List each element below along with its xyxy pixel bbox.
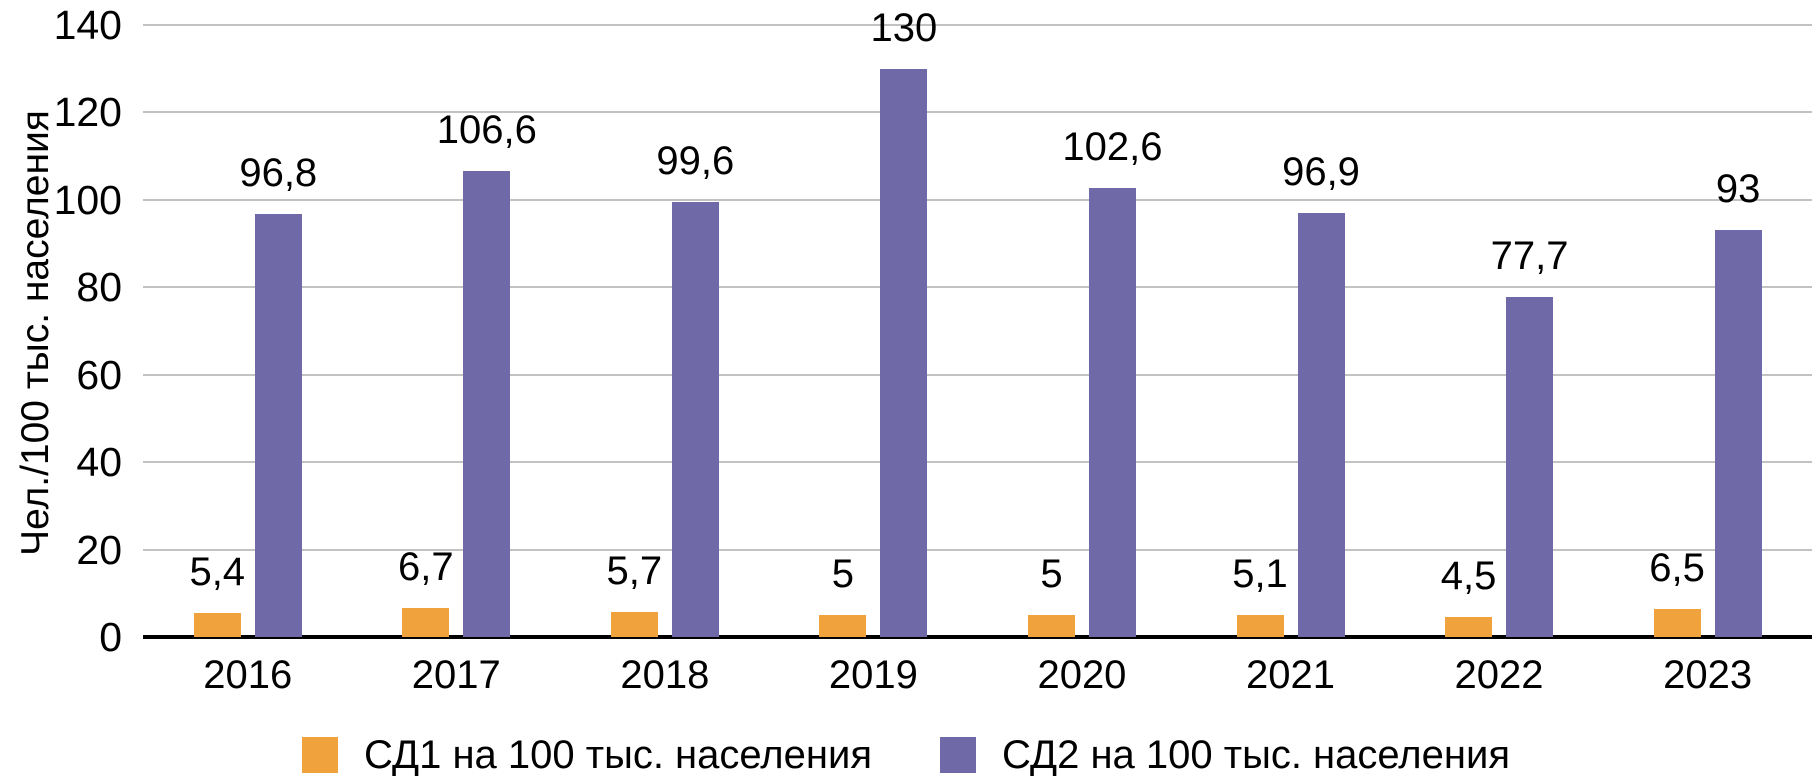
bar-sd2-2020: [1088, 188, 1136, 637]
bar-sd1-2018: [610, 612, 658, 637]
x-tick-label-2023: 2023: [1663, 653, 1753, 697]
legend-label-sd1: СД1 на 100 тыс. населения: [364, 733, 872, 777]
bar-sd1-2023: [1653, 609, 1701, 637]
x-tick-label-2016: 2016: [203, 653, 293, 697]
gridline-20: [143, 548, 1812, 551]
bar-label-sd1-2019: 5: [831, 552, 855, 596]
bar-sd2-2018: [671, 202, 719, 637]
bar-label-sd2-2017: 106,6: [436, 108, 537, 152]
x-tick-label-2020: 2020: [1037, 653, 1127, 697]
x-tick-label-2017: 2017: [411, 653, 501, 697]
x-tick-label-2019: 2019: [828, 653, 918, 697]
bar-sd1-2021: [1236, 615, 1284, 637]
bar-sd2-2017: [463, 171, 511, 637]
x-tick-label-2022: 2022: [1454, 653, 1544, 697]
gridline-100: [143, 198, 1812, 201]
bar-label-sd1-2021: 5,1: [1232, 552, 1288, 596]
y-tick-label-60: 60: [76, 351, 122, 398]
bar-label-sd2-2023: 93: [1715, 167, 1761, 211]
bar-label-sd2-2018: 99,6: [656, 139, 735, 183]
legend-item-sd1: СД1 на 100 тыс. населения: [302, 733, 872, 777]
bar-sd1-2020: [1027, 615, 1075, 637]
y-tick-label-120: 120: [53, 89, 122, 136]
y-tick-label-40: 40: [76, 439, 122, 486]
y-tick-label-20: 20: [76, 526, 122, 573]
x-tick-label-2018: 2018: [620, 653, 710, 697]
bar-label-sd1-2022: 4,5: [1440, 554, 1497, 598]
gridline-140: [143, 24, 1812, 27]
bar-sd1-2017: [402, 608, 450, 637]
bar-label-sd1-2018: 5,7: [606, 549, 663, 593]
y-tick-label-0: 0: [99, 614, 122, 660]
legend-item-sd2: СД2 на 100 тыс. населения: [940, 733, 1510, 777]
gridline-80: [143, 286, 1812, 289]
gridline-120: [143, 111, 1812, 114]
gridline-40: [143, 461, 1812, 464]
gridline-60: [143, 373, 1812, 376]
bar-label-sd2-2016: 96,8: [239, 151, 318, 195]
x-axis-line: [143, 635, 1812, 639]
y-tick-label-140: 140: [53, 2, 122, 48]
bar-label-sd2-2021: 96,9: [1282, 150, 1360, 194]
plot-area: 5,4 96,8 6,7 106,6 5,7 99,6 5 130 5 102,6 5,1 96,9 4…: [143, 7, 1812, 639]
bar-label-sd1-2017: 6,7: [397, 545, 454, 589]
sd2-swatch-icon: [940, 737, 976, 773]
bar-label-sd2-2020: 102,6: [1062, 125, 1163, 169]
y-tick-label-100: 100: [53, 176, 122, 223]
bar-sd1-2022: [1445, 617, 1493, 637]
bar-label-sd1-2020: 5: [1040, 552, 1063, 596]
bar-sd2-2016: [254, 214, 302, 637]
bar-label-sd1-2016: 5,4: [189, 550, 246, 594]
legend: СД1 на 100 тыс. населения СД2 на 100 тыс…: [0, 733, 1812, 777]
bar-label-sd1-2023: 6,5: [1649, 546, 1705, 590]
bar-sd1-2016: [193, 613, 241, 637]
bar-label-sd2-2019: 130: [870, 6, 938, 50]
bar-sd2-2022: [1506, 297, 1554, 637]
bar-sd2-2019: [880, 69, 928, 637]
bar-sd2-2023: [1714, 230, 1762, 637]
bar-sd2-2021: [1297, 213, 1345, 637]
bar-sd1-2019: [819, 615, 867, 637]
legend-label-sd2: СД2 на 100 тыс. населения: [1002, 733, 1510, 777]
y-tick-label-80: 80: [76, 264, 122, 311]
sd1-swatch-icon: [302, 737, 338, 773]
bar-label-sd2-2022: 77,7: [1490, 234, 1569, 278]
x-tick-label-2021: 2021: [1246, 653, 1335, 697]
